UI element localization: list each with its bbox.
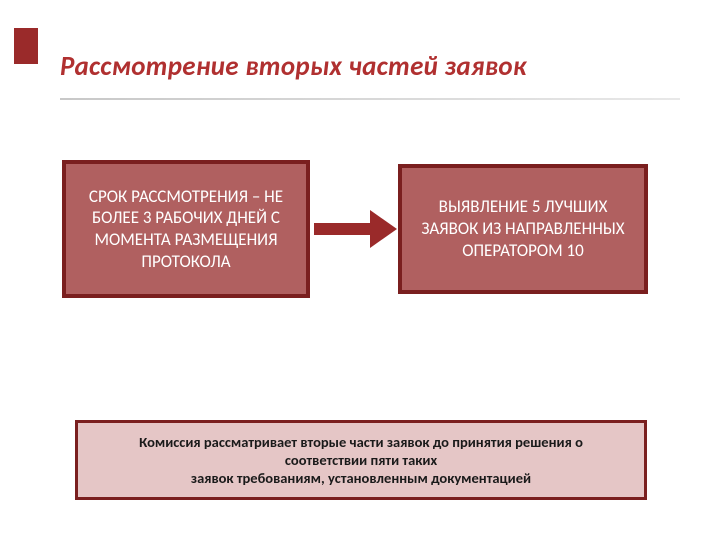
title-underline: [60, 98, 680, 100]
flow-diagram: СРОК РАССМОТРЕНИЯ – НЕ БОЛЕЕ 3 РАБОЧИХ Д…: [0, 160, 720, 330]
flow-node-n2: ВЫЯВЛЕНИЕ 5 ЛУЧШИХ ЗАЯВОК ИЗ НАПРАВЛЕННЫ…: [398, 164, 648, 294]
page-title: Рассмотрение вторых частей заявок: [60, 50, 680, 83]
flow-node-label: СРОК РАССМОТРЕНИЯ – НЕ БОЛЕЕ 3 РАБОЧИХ Д…: [76, 186, 296, 273]
flow-node-n1: СРОК РАССМОТРЕНИЯ – НЕ БОЛЕЕ 3 РАБОЧИХ Д…: [62, 160, 310, 298]
title-marker: [14, 28, 38, 64]
footer-note-box: Комиссия рассматривает вторые части заяв…: [75, 420, 647, 500]
title-block: Рассмотрение вторых частей заявок: [60, 50, 680, 83]
flow-node-label: ВЫЯВЛЕНИЕ 5 ЛУЧШИХ ЗАЯВОК ИЗ НАПРАВЛЕННЫ…: [412, 196, 634, 261]
footer-note-text: Комиссия рассматривает вторые части заяв…: [98, 433, 624, 487]
